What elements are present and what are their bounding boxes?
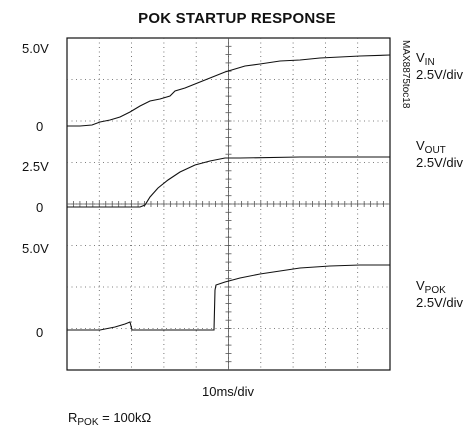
channel-letter: V bbox=[416, 138, 425, 153]
level-label: 0 bbox=[36, 200, 43, 215]
level-label: 5.0V bbox=[22, 241, 49, 256]
footnote-sub: POK bbox=[77, 417, 98, 428]
channel-sub: OUT bbox=[425, 145, 446, 156]
channel-name: VOUT bbox=[416, 138, 446, 156]
channel-sub: IN bbox=[425, 57, 435, 68]
channel-letter: V bbox=[416, 50, 425, 65]
x-scale: 10ms/div bbox=[202, 384, 255, 399]
vout-trace bbox=[67, 156, 390, 208]
channel-name: VIN bbox=[416, 50, 435, 68]
grid bbox=[67, 38, 390, 370]
footnote-rest: = 100kΩ bbox=[99, 410, 152, 425]
channel-letter: V bbox=[416, 278, 425, 293]
footnote: RPOK = 100kΩ bbox=[68, 410, 152, 428]
left-labels: 5.0V 0 2.5V 0 5.0V 0 bbox=[22, 41, 49, 340]
title: POK STARTUP RESPONSE bbox=[138, 10, 336, 27]
level-label: 0 bbox=[36, 119, 43, 134]
channel-scale: 2.5V/div bbox=[416, 155, 463, 170]
level-label: 0 bbox=[36, 325, 43, 340]
vpok-trace bbox=[67, 264, 390, 331]
channel-scale: 2.5V/div bbox=[416, 295, 463, 310]
channel-sub: POK bbox=[425, 285, 446, 296]
level-label: 2.5V bbox=[22, 159, 49, 174]
level-label: 5.0V bbox=[22, 41, 49, 56]
graticule bbox=[66, 37, 391, 371]
vin-trace bbox=[67, 54, 391, 127]
footnote-main: R bbox=[68, 410, 77, 425]
channel-name: VPOK bbox=[416, 278, 446, 296]
side-note: MAX8875toc18 bbox=[400, 40, 411, 109]
channel-scale: 2.5V/div bbox=[416, 67, 463, 82]
